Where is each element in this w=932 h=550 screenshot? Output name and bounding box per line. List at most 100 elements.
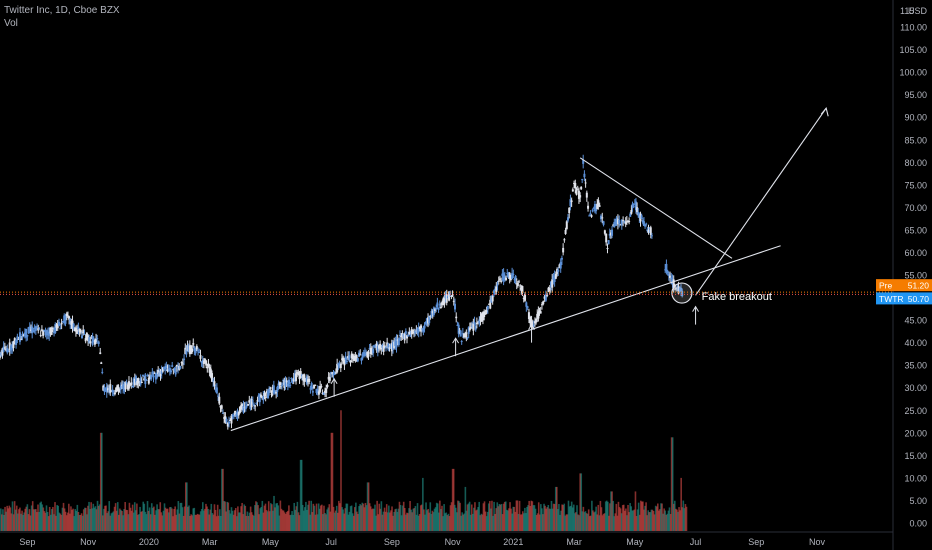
candle-body xyxy=(33,327,36,329)
candle-body xyxy=(202,360,205,364)
candle-body xyxy=(565,221,568,229)
candle-body xyxy=(316,389,319,392)
candle-body xyxy=(68,316,71,320)
volume-bar xyxy=(579,473,581,531)
candle-body xyxy=(298,371,301,380)
volume-bar xyxy=(244,505,247,531)
candle-body xyxy=(514,275,517,280)
y-tick-label: 30.00 xyxy=(904,383,927,393)
candle-body xyxy=(382,345,385,352)
volume-bar xyxy=(190,514,192,531)
candle-body xyxy=(458,331,461,333)
volume-bar xyxy=(466,504,469,531)
volume-bar xyxy=(22,514,24,531)
volume-bar xyxy=(227,502,230,531)
candle-body xyxy=(54,324,57,333)
volume-bar xyxy=(129,507,132,531)
candle-body xyxy=(32,330,35,333)
candle-body xyxy=(170,370,173,373)
volume-bar xyxy=(474,502,476,531)
candle-body xyxy=(149,376,152,380)
candle-body xyxy=(165,365,168,369)
volume-bar xyxy=(527,505,529,531)
volume-bar xyxy=(88,501,90,531)
volume-bar xyxy=(150,503,153,531)
candle-body xyxy=(295,373,298,382)
candle-body xyxy=(102,385,105,391)
candle-body xyxy=(100,362,103,364)
volume-bar xyxy=(289,515,291,531)
volume-bar xyxy=(201,502,204,531)
volume-bar xyxy=(116,502,119,531)
y-tick-label: 70.00 xyxy=(904,203,927,213)
candle-body xyxy=(359,354,362,356)
candle-body xyxy=(150,374,153,380)
candle-body xyxy=(263,392,266,397)
candle-body xyxy=(386,342,389,347)
volume-bar xyxy=(456,512,458,531)
volume-bar xyxy=(331,432,334,531)
candle-body xyxy=(547,287,550,292)
candle-body xyxy=(191,348,194,353)
y-tick-label: 15.00 xyxy=(904,451,927,461)
volume-bar xyxy=(599,500,602,531)
volume-bar xyxy=(459,502,461,531)
y-tick-label: 95.00 xyxy=(904,90,927,100)
candle-body xyxy=(546,294,549,296)
volume-bar xyxy=(211,513,214,531)
candle-body xyxy=(330,372,333,374)
volume-bar xyxy=(543,503,545,531)
candle-body xyxy=(420,325,423,332)
volume-bar xyxy=(178,513,181,531)
volume-bar xyxy=(525,513,527,531)
volume-bar xyxy=(284,513,287,531)
volume-bar xyxy=(92,503,95,531)
candle-body xyxy=(358,352,361,357)
projection-arrowhead xyxy=(820,107,829,117)
volume-bar xyxy=(204,508,206,531)
candle-body xyxy=(522,297,525,299)
volume-bar xyxy=(415,514,418,531)
candle-body xyxy=(306,379,309,383)
volume-bar xyxy=(75,510,78,531)
candle-body xyxy=(387,343,390,350)
candle-body xyxy=(156,373,159,378)
volume-bar xyxy=(574,513,576,531)
volume-bar xyxy=(557,509,559,531)
volume-bar xyxy=(465,510,468,531)
volume-bar xyxy=(159,502,162,531)
candle-body xyxy=(573,182,576,184)
candle-body xyxy=(219,405,222,408)
candle-body xyxy=(144,374,147,385)
y-tick-label: 100.00 xyxy=(899,68,927,78)
candle-body xyxy=(179,365,182,369)
candle-body xyxy=(25,328,28,338)
volume-bar xyxy=(515,500,518,531)
volume-bar xyxy=(683,508,686,531)
candle-body xyxy=(571,189,574,192)
candle-body xyxy=(201,359,204,364)
candle-body xyxy=(439,307,442,309)
candle-body xyxy=(370,350,373,354)
volume-bar xyxy=(627,504,629,531)
candle-body xyxy=(350,353,353,359)
volume-bar xyxy=(352,515,355,531)
candle-body xyxy=(369,347,372,355)
volume-bar xyxy=(54,502,56,531)
volume-bar xyxy=(377,514,379,531)
volume-bar xyxy=(179,502,182,531)
candle-body xyxy=(314,384,317,386)
candle-body xyxy=(512,273,515,276)
candle-body xyxy=(127,381,130,389)
volume-bar xyxy=(7,508,10,531)
volume-bar xyxy=(588,516,591,531)
volume-bar xyxy=(492,515,494,531)
candle-body xyxy=(596,203,599,210)
y-tick-label: 80.00 xyxy=(904,158,927,168)
volume-bar xyxy=(434,507,437,531)
candle-body xyxy=(66,315,69,317)
volume-bar xyxy=(389,512,391,531)
volume-bar xyxy=(577,514,579,531)
volume-bar xyxy=(180,502,183,531)
